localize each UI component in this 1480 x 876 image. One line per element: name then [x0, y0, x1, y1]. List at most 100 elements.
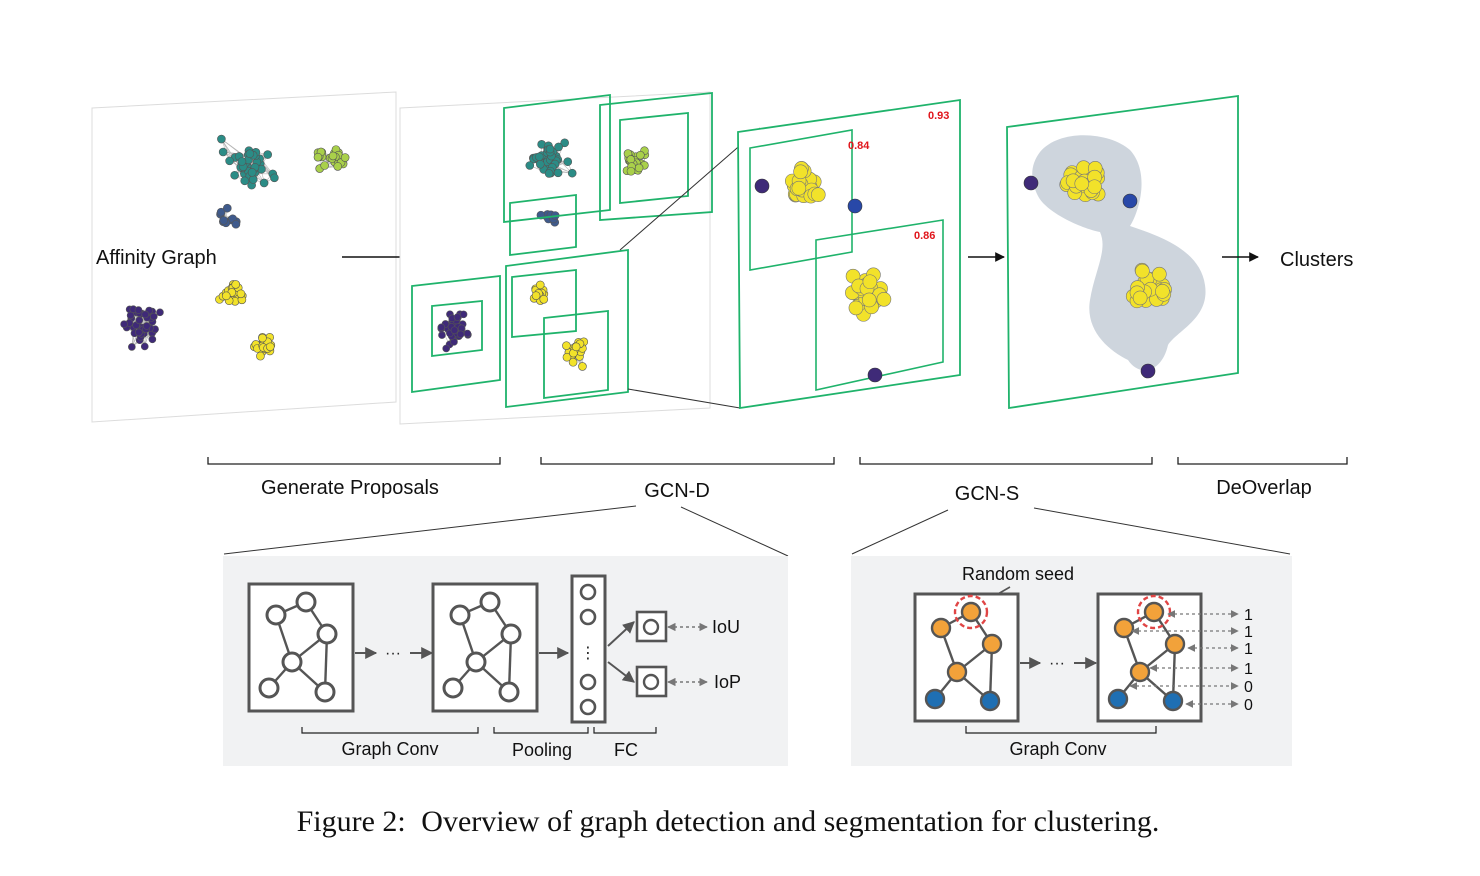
figure-caption: Figure 2: Overview of graph detection an… — [297, 805, 1160, 838]
graph-node — [791, 180, 807, 196]
segment-label: 0 — [1244, 697, 1253, 714]
segment-label: 1 — [1244, 661, 1253, 678]
iop-label: IoP — [714, 672, 741, 692]
graph-node — [793, 164, 808, 180]
graph-node — [535, 152, 544, 162]
orange-node — [981, 633, 1003, 655]
graph-node — [453, 313, 462, 321]
graph-node — [449, 604, 471, 626]
bracket-deoverlap — [1177, 457, 1348, 465]
graph-node — [450, 326, 459, 335]
graph-node — [1140, 363, 1156, 379]
graph-node — [320, 161, 329, 170]
graph-node — [1152, 266, 1167, 282]
proposal-box — [503, 93, 611, 224]
generate-proposals-label: Generate Proposals — [261, 477, 439, 499]
graph-node — [258, 677, 280, 699]
segment-label: 1 — [1244, 641, 1253, 658]
graph-conv-box — [431, 582, 539, 713]
graph-node — [554, 142, 563, 152]
segment-label: 1 — [1244, 624, 1253, 641]
proposals-panel — [399, 91, 713, 425]
graph-node — [1135, 263, 1150, 279]
segment-label: 1 — [1244, 607, 1253, 624]
graph-node — [634, 163, 644, 173]
graph-node — [141, 310, 150, 319]
iou-label: IoU — [712, 617, 740, 637]
graph-node — [571, 342, 581, 352]
proposal-box — [599, 91, 713, 221]
graph-node — [562, 341, 571, 350]
graph-node — [259, 178, 269, 188]
graph-node — [135, 316, 144, 325]
ellipsis: ··· — [385, 645, 401, 662]
graph-node — [539, 294, 549, 304]
ellipsis: ··· — [1049, 655, 1065, 672]
graph-node — [465, 651, 487, 673]
graph-node — [328, 151, 338, 161]
bracket-generate-proposals — [207, 457, 501, 465]
graph-node — [256, 351, 265, 361]
graph-node — [1155, 284, 1170, 299]
graph-node — [578, 362, 587, 371]
graph-node — [263, 150, 272, 159]
gcn-d-label: GCN-D — [644, 480, 710, 502]
proposal-boxes — [411, 91, 713, 409]
graph-node — [258, 333, 267, 343]
graph-node — [531, 291, 541, 300]
graph-node — [231, 280, 241, 289]
gcn-s-panel — [1006, 94, 1239, 410]
blue-node — [924, 688, 946, 710]
caption-prefix: Figure 2: — [297, 805, 406, 838]
proposal-box — [411, 274, 501, 394]
graph-node — [568, 357, 578, 367]
affinity-graph-panel — [91, 91, 397, 423]
proposal-box — [619, 112, 689, 204]
graph-conv-box — [1096, 592, 1203, 723]
graph-node — [240, 176, 250, 186]
graph-node — [636, 150, 645, 160]
graph-node — [120, 320, 128, 328]
gcn-s-label: GCN-S — [955, 483, 1019, 505]
graph-node — [128, 343, 136, 351]
graph-node — [149, 312, 158, 321]
graph-node — [134, 306, 143, 314]
graph-node — [545, 144, 555, 154]
graph-node — [442, 344, 451, 353]
graph-conv-box — [913, 592, 1020, 723]
blue-node — [1107, 688, 1129, 710]
graph-conv-label: Graph Conv — [341, 739, 438, 759]
proposal-score: 0.93 — [928, 110, 949, 122]
graph-node — [340, 153, 350, 162]
clusters-label: Clusters — [1280, 249, 1353, 271]
gcn-d-zoom-panel — [737, 98, 961, 410]
segment-label: 0 — [1244, 679, 1253, 696]
graph-node — [217, 134, 226, 144]
gcn-s-detail-panel: Random seed — [851, 556, 1292, 766]
graph-node — [231, 219, 241, 229]
proposal-box — [431, 300, 483, 358]
pooling-label: Pooling — [512, 740, 572, 760]
graph-node — [313, 152, 323, 162]
graph-node — [438, 331, 446, 339]
proposal-box — [543, 309, 609, 400]
graph-node — [265, 342, 275, 352]
graph-node — [156, 308, 164, 317]
pooling-vector: ⋮ — [570, 574, 607, 724]
stage-brackets — [207, 457, 1348, 465]
graph-node — [221, 291, 231, 301]
graph-node — [456, 330, 465, 339]
bracket-gcn-d — [540, 457, 835, 465]
graph-node — [218, 147, 228, 157]
graph-node — [810, 187, 826, 203]
graph-node — [333, 162, 343, 171]
graph-node — [1132, 290, 1148, 306]
graph-node — [626, 155, 636, 164]
random-seed-label: Random seed — [962, 564, 1074, 584]
proposal-box — [509, 193, 577, 257]
graph-node — [867, 367, 883, 383]
graph-node — [563, 157, 573, 167]
graph-node — [560, 138, 569, 148]
graph-node — [281, 651, 303, 673]
graph-node — [247, 168, 257, 177]
